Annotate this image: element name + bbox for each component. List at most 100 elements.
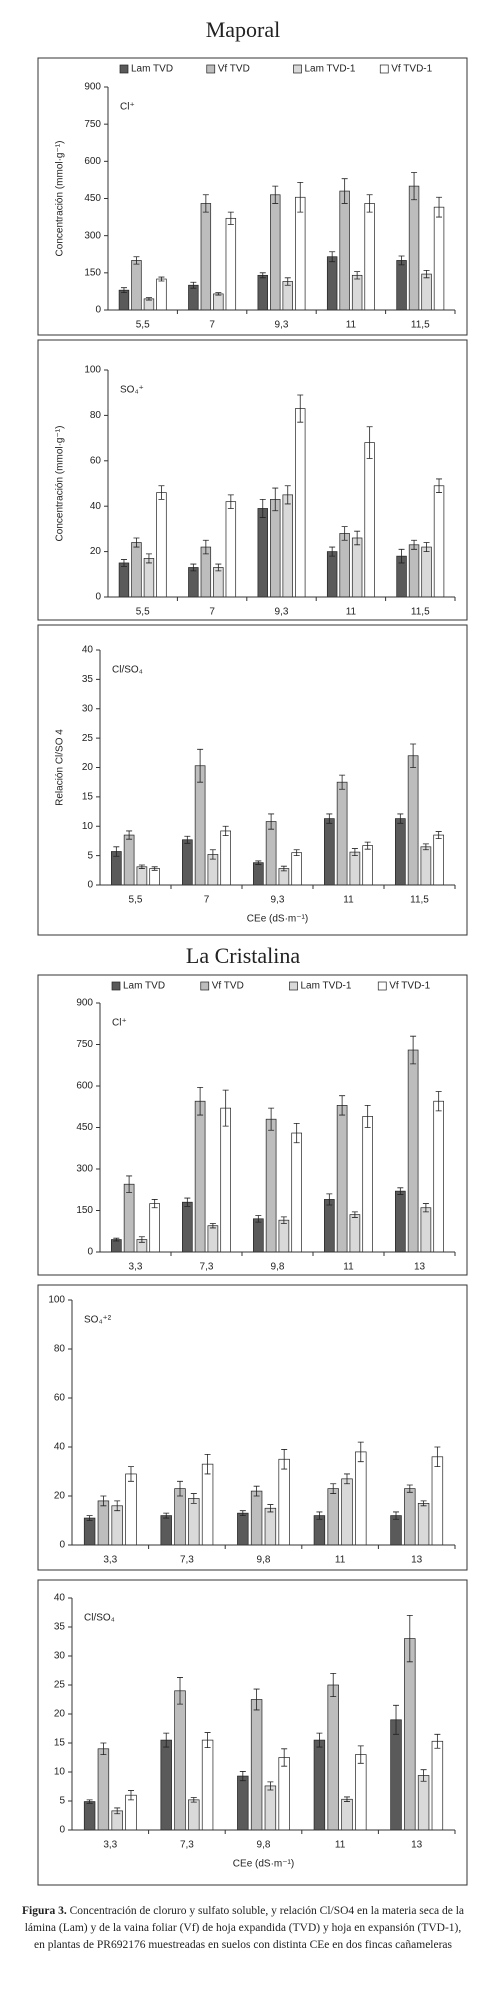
error-bar bbox=[330, 1483, 337, 1494]
bar bbox=[295, 408, 306, 598]
bar bbox=[200, 546, 212, 598]
error-bar bbox=[434, 1446, 441, 1467]
y-tick-label: 80 bbox=[90, 410, 102, 421]
caption-text: Concentración de cloruro y sulfato solub… bbox=[24, 1905, 464, 1951]
x-tick-label: 7,3 bbox=[200, 1262, 214, 1273]
error-bar bbox=[357, 1745, 364, 1764]
annotation: Cl/SO₄ bbox=[112, 665, 143, 676]
annotation: Cl⁺ bbox=[112, 1018, 127, 1029]
legend-swatch bbox=[206, 64, 216, 74]
x-tick-label: 11 bbox=[335, 1555, 346, 1566]
bar bbox=[324, 1199, 335, 1253]
error-bar bbox=[351, 848, 358, 857]
error-bar bbox=[113, 846, 120, 857]
y-axis-label: Relación Cl/SO 4 bbox=[55, 729, 66, 806]
y-tick-label: 40 bbox=[54, 1593, 66, 1604]
bar bbox=[188, 567, 199, 598]
bar bbox=[257, 508, 268, 598]
y-axis-label: Concentración (mmol·g⁻¹) bbox=[55, 426, 66, 542]
bar bbox=[282, 494, 293, 598]
bar bbox=[143, 298, 155, 311]
error-bar bbox=[411, 539, 418, 550]
bar bbox=[278, 1458, 290, 1546]
bar bbox=[433, 834, 444, 886]
bar bbox=[201, 1739, 214, 1831]
x-tick-label: 7,3 bbox=[180, 1555, 194, 1566]
legend-swatch bbox=[293, 64, 302, 74]
bar bbox=[417, 1502, 430, 1546]
error-bar bbox=[297, 181, 304, 213]
chart-frame bbox=[37, 1284, 468, 1571]
bar bbox=[431, 1740, 444, 1831]
annotation: Cl⁺ bbox=[120, 102, 135, 113]
y-tick-label: 600 bbox=[76, 1081, 93, 1092]
error-bar bbox=[268, 1107, 275, 1131]
error-bar bbox=[398, 548, 405, 564]
y-tick-label: 450 bbox=[76, 1122, 93, 1133]
bar bbox=[362, 1116, 373, 1253]
x-tick-label: 3,3 bbox=[103, 1840, 117, 1851]
y-tick-label: 80 bbox=[54, 1344, 66, 1355]
error-bar bbox=[177, 1677, 184, 1705]
bar bbox=[341, 1798, 353, 1831]
legend-swatch bbox=[119, 64, 129, 74]
bar bbox=[143, 558, 155, 598]
x-axis-label: CEe (dS·m⁻¹) bbox=[233, 1859, 294, 1870]
bar bbox=[278, 1757, 290, 1831]
error-bar bbox=[436, 478, 443, 493]
error-bar bbox=[202, 194, 209, 213]
bar bbox=[160, 1739, 172, 1831]
bar bbox=[123, 1183, 135, 1253]
error-bar bbox=[100, 1495, 107, 1507]
y-tick-label: 0 bbox=[59, 1825, 65, 1836]
error-bar bbox=[253, 1485, 260, 1497]
bar bbox=[313, 1515, 326, 1546]
x-tick-label: 11,5 bbox=[411, 320, 430, 331]
error-bar bbox=[393, 1511, 400, 1520]
chart-frame bbox=[37, 624, 468, 936]
bar bbox=[404, 1638, 416, 1831]
bar bbox=[253, 862, 264, 886]
bar bbox=[118, 562, 130, 598]
y-tick-label: 300 bbox=[76, 1164, 93, 1175]
y-tick-label: 0 bbox=[95, 305, 101, 316]
y-tick-label: 25 bbox=[82, 733, 94, 744]
bar bbox=[433, 1100, 444, 1253]
error-bar bbox=[120, 559, 127, 567]
x-tick-label: 11 bbox=[346, 320, 357, 331]
error-bar bbox=[86, 1799, 93, 1804]
error-bar bbox=[280, 1216, 287, 1224]
y-tick-label: 750 bbox=[84, 119, 101, 130]
error-bar bbox=[272, 487, 279, 512]
legend-swatch bbox=[379, 64, 389, 74]
error-bar bbox=[114, 1500, 121, 1512]
x-tick-label: 11 bbox=[346, 607, 357, 618]
error-bar bbox=[197, 1086, 204, 1116]
y-tick-label: 60 bbox=[90, 455, 102, 466]
legend-label: Vf TVD-1 bbox=[389, 981, 430, 992]
bar bbox=[265, 821, 277, 886]
x-tick-label: 13 bbox=[411, 1840, 423, 1851]
error-bar bbox=[397, 1187, 404, 1195]
x-tick-label: 7,3 bbox=[180, 1840, 194, 1851]
error-bar bbox=[435, 831, 442, 839]
bar bbox=[349, 1214, 361, 1253]
bar bbox=[201, 1463, 214, 1546]
error-bar bbox=[329, 251, 336, 263]
error-bar bbox=[151, 866, 158, 871]
error-bar bbox=[259, 272, 266, 279]
bar bbox=[118, 289, 130, 311]
bar bbox=[200, 203, 212, 311]
error-bar bbox=[316, 1732, 323, 1748]
error-bar bbox=[434, 1733, 441, 1749]
error-bar bbox=[420, 1769, 427, 1782]
error-bar bbox=[126, 830, 133, 840]
x-tick-label: 9,3 bbox=[275, 607, 289, 618]
x-tick-label: 7 bbox=[204, 895, 210, 906]
chart-frame bbox=[37, 974, 468, 1276]
error-bar bbox=[268, 813, 275, 830]
error-bar bbox=[190, 563, 197, 572]
error-bar bbox=[406, 1615, 413, 1663]
error-bar bbox=[209, 849, 216, 860]
bar bbox=[220, 1107, 231, 1253]
